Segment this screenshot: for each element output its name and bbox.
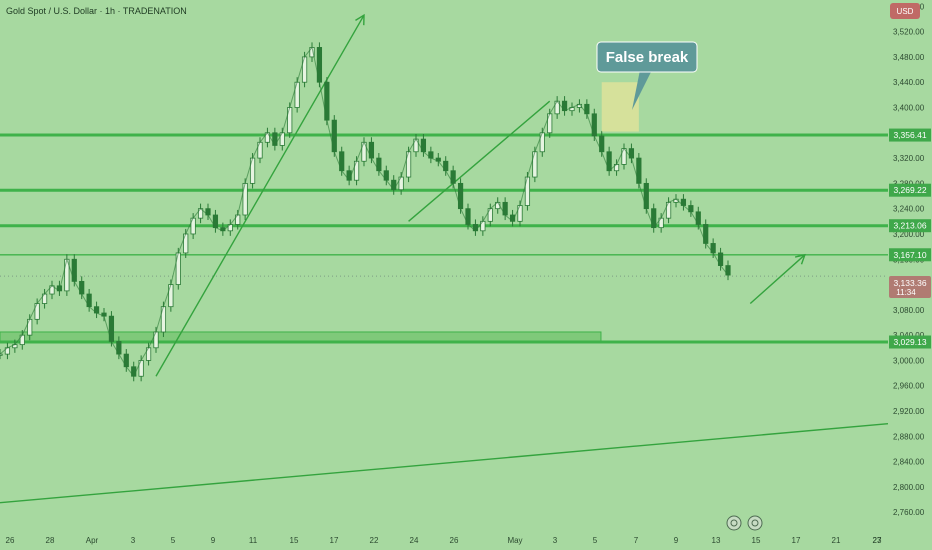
y-tick-label: 2,840.00 — [893, 458, 925, 467]
x-tick-label: Apr — [86, 536, 99, 545]
y-tick-label: 3,480.00 — [893, 53, 925, 62]
false-break-callout[interactable]: False break — [596, 41, 698, 110]
horizontal-levels — [0, 133, 888, 344]
y-tick-label: 2,800.00 — [893, 483, 925, 492]
x-tick-label: 26 — [450, 536, 459, 545]
current-price-label: 3,133.36 11:34 — [889, 276, 931, 298]
y-tick-label: 3,440.00 — [893, 78, 925, 87]
trend-line-2[interactable] — [0, 422, 889, 504]
x-tick-label: 26 — [6, 536, 15, 545]
trend-lines — [0, 14, 889, 504]
level-label-0: 3,356.41 — [893, 130, 926, 140]
x-tick-label: 13 — [712, 536, 721, 545]
event-icon-1[interactable] — [726, 515, 742, 531]
y-tick-label: 3,240.00 — [893, 205, 925, 214]
y-tick-label: 3,520.00 — [893, 28, 925, 37]
price-axis-panel[interactable] — [888, 0, 932, 528]
forecast-arrow-head — [794, 253, 806, 265]
y-tick-label: 2,960.00 — [893, 382, 925, 391]
level-label-bg-1 — [889, 183, 931, 197]
symbol-title: Gold Spot / U.S. Dollar · 1h · TRADENATI… — [6, 6, 187, 16]
x-tick-label: 17 — [792, 536, 801, 545]
y-tick-label: 2,760.00 — [893, 508, 925, 517]
support-zones — [0, 331, 602, 343]
arrows — [355, 13, 806, 305]
y-tick-label: 3,200.00 — [893, 230, 925, 239]
callout-label: False break — [606, 49, 689, 66]
price-line — [0, 46, 729, 378]
level-label-4: 3,029.13 — [893, 337, 926, 347]
forecast-arrow[interactable] — [749, 254, 806, 305]
x-tick-label: 24 — [410, 536, 419, 545]
level-label-2: 3,213.06 — [893, 221, 926, 231]
level-labels: 3,356.41 3,269.22 3,213.06 3,167.10 3,029.13 — [889, 128, 931, 349]
time-axis-ticks: 26 28 Apr 3 5 9 11 15 17 22 24 26 May 3 5 7 9 13 15 17 21 232… — [6, 536, 882, 545]
trend-line-1[interactable] — [408, 100, 551, 222]
y-tick-label: 2,920.00 — [893, 407, 925, 416]
x-tick-label: May — [507, 536, 522, 545]
x-tick-label: 3 — [553, 536, 558, 545]
event-icon-2[interactable] — [747, 515, 763, 531]
x-tick-label: 15 — [752, 536, 761, 545]
event-icon-2-inner — [751, 519, 759, 527]
x-tick-label: 7 — [634, 536, 639, 545]
x-tick-label: 9 — [211, 536, 216, 545]
time-axis-panel[interactable] — [0, 528, 888, 550]
x-tick-label: 22 — [370, 536, 379, 545]
trend-line-0[interactable] — [155, 14, 365, 377]
x-tick-label: 17 — [330, 536, 339, 545]
level-label-bg-4 — [889, 335, 931, 349]
y-tick-label: 3,320.00 — [893, 154, 925, 163]
x-tick-label: 27 — [873, 536, 882, 545]
currency-badge-label: USD — [897, 7, 914, 16]
x-tick-label: 9 — [674, 536, 679, 545]
current-price-countdown: 11:34 — [896, 288, 916, 297]
current-price-value: 3,133.36 — [893, 278, 926, 288]
y-tick-label: 3,080.00 — [893, 306, 925, 315]
level-label-bg-3 — [889, 248, 931, 262]
candle-body — [0, 353, 3, 356]
callout-box — [596, 41, 698, 73]
x-tick-label: 3 — [131, 536, 136, 545]
event-icon-1-inner — [730, 519, 738, 527]
level-label-1: 3,269.22 — [893, 185, 926, 195]
currency-badge[interactable] — [890, 3, 920, 19]
x-tick-label: 11 — [249, 536, 258, 545]
x-tick-label: 23 — [873, 536, 882, 545]
trend-arrow-head — [355, 13, 365, 26]
level-label-bg-0 — [889, 128, 931, 142]
level-label-3: 3,167.10 — [893, 250, 926, 260]
event-icons[interactable] — [726, 515, 763, 531]
x-tick-label: 28 — [46, 536, 55, 545]
support-zone-0 — [0, 331, 602, 343]
callout-pointer — [632, 70, 652, 110]
x-tick-label: 21 — [832, 536, 841, 545]
y-tick-label: 3,400.00 — [893, 103, 925, 112]
y-tick-label: 2,880.00 — [893, 432, 925, 441]
level-label-bg-2 — [889, 219, 931, 233]
x-tick-label: 15 — [290, 536, 299, 545]
x-tick-label: 5 — [593, 536, 598, 545]
y-tick-label: 3,000.00 — [893, 356, 925, 365]
candle-series — [0, 42, 731, 382]
x-tick-label: 5 — [171, 536, 176, 545]
